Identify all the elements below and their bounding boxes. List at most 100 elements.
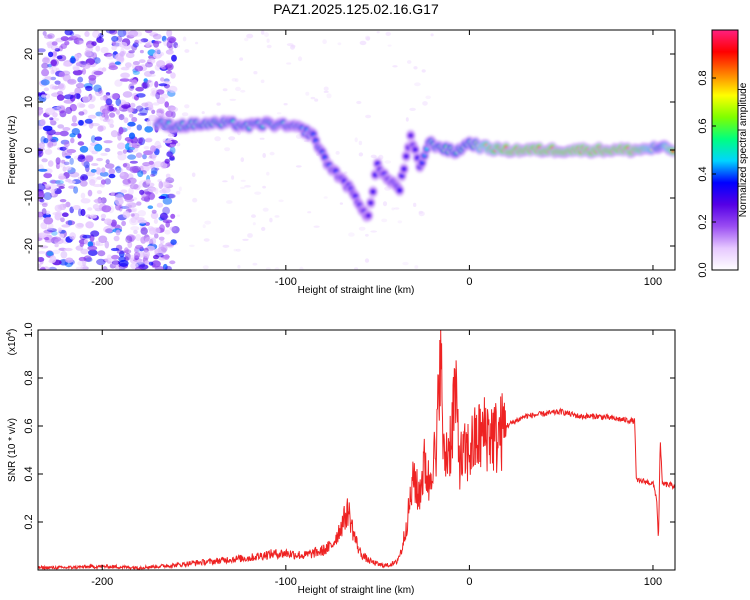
spectrogram-cell <box>137 170 144 178</box>
spectrogram-cell <box>141 102 149 107</box>
spectrogram-ridge <box>152 114 675 223</box>
spectrogram-cell <box>135 233 142 242</box>
spectrogram-cell <box>90 123 100 127</box>
spectrogram-cell <box>98 235 108 244</box>
spectrogram-cell <box>50 180 61 184</box>
spectrogram-cell <box>405 117 409 122</box>
colorbar-tick-label: 0.6 <box>697 118 709 133</box>
spectrogram-cell <box>46 141 52 149</box>
spectrogram-cell <box>78 111 85 116</box>
spectrogram-cell <box>43 57 54 61</box>
spectrogram-cell <box>120 172 125 177</box>
snr-y-ticks: 0.2 0.4 0.6 0.8 1.0 <box>23 322 675 530</box>
spectrogram-cell <box>156 96 166 105</box>
spectrogram-cell <box>244 37 249 42</box>
spectrogram-cell <box>233 248 237 252</box>
spectrogram-cell <box>40 222 48 230</box>
spectrogram-cell <box>297 56 303 62</box>
spectrogram-cell <box>240 89 246 93</box>
spectrogram-cell <box>133 229 138 235</box>
spectrogram-cell <box>110 130 119 138</box>
spectrogram-cell <box>41 202 48 208</box>
spectrogram-cell <box>323 196 328 199</box>
spectrogram-cell <box>397 220 403 224</box>
spectrogram-cell <box>310 96 316 100</box>
spectrogram-cell <box>90 230 100 237</box>
spectrogram-cell <box>129 160 138 164</box>
spectrogram-cell <box>38 168 48 172</box>
spectrogram-cell <box>136 93 146 98</box>
spectrogram-cell <box>125 52 135 59</box>
spectrogram-cell <box>216 102 221 106</box>
spectrogram-cell <box>181 112 189 117</box>
spectrogram-cell <box>143 150 154 156</box>
spectrogram-cell <box>105 159 110 165</box>
spectrogram-cell <box>393 207 400 210</box>
snr-x-tick-label: -200 <box>91 576 113 588</box>
spectrogram-cell <box>239 186 246 189</box>
spectrogram-cell <box>307 211 312 214</box>
spectrogram-cell <box>247 233 253 238</box>
spectrogram-cell <box>60 217 65 223</box>
spectrogram-cell <box>237 264 241 269</box>
spectrogram-cell <box>254 191 262 195</box>
spectrogram-cell <box>51 117 60 122</box>
spectrogram-x-tick-label: -200 <box>91 276 113 288</box>
spectrogram-cell <box>99 171 109 177</box>
spectrogram-cell <box>80 174 88 181</box>
spectrogram-cell <box>96 157 103 162</box>
spectrogram-cell <box>134 39 140 45</box>
spectrogram-cell <box>151 209 157 214</box>
spectrogram-cell <box>41 68 50 77</box>
spectrogram-cell <box>55 157 61 165</box>
spectrogram-cell <box>150 87 158 94</box>
spectrogram-cell <box>104 178 111 185</box>
spectrogram-cell <box>264 32 269 38</box>
spectrogram-cell <box>165 110 174 118</box>
spectrogram-cell <box>38 211 44 218</box>
spectrogram-cell <box>79 242 84 248</box>
spectrogram-cell <box>63 247 73 252</box>
spectrogram-cell <box>176 44 180 48</box>
spectrogram-cell <box>137 137 143 144</box>
spectrogram-cell <box>38 232 47 239</box>
spectrogram-cell <box>43 216 54 225</box>
spectrogram-cell <box>160 93 169 99</box>
spectrogram-cell <box>404 154 409 159</box>
spectrogram-cell <box>119 250 125 258</box>
spectrogram-cell <box>117 113 124 118</box>
spectrogram-cell <box>42 57 50 64</box>
spectrogram-cell <box>121 104 131 109</box>
spectrogram-cell <box>202 224 206 229</box>
spectrogram-cell <box>171 226 180 234</box>
spectrogram-cell <box>153 40 160 48</box>
spectrogram-cell <box>101 205 112 213</box>
spectrogram-cell <box>77 76 84 83</box>
spectrogram-cell <box>40 79 50 86</box>
spectrogram-cell <box>65 155 71 159</box>
colorbar-tick-label: 0.8 <box>697 70 709 85</box>
spectrogram-cell <box>94 143 103 152</box>
spectrogram-cell <box>50 45 59 51</box>
spectrogram-cell <box>143 80 152 83</box>
spectrogram-cell <box>136 201 142 206</box>
spectrogram-cell <box>148 192 155 201</box>
snr-x-tick-label: 0 <box>466 576 472 588</box>
spectrogram-cell <box>89 179 96 186</box>
spectrogram-cell <box>146 73 156 77</box>
spectrogram-cell <box>61 150 67 158</box>
spectrogram-cell <box>61 224 71 228</box>
spectrogram-cell <box>144 126 154 133</box>
spectrogram-cell <box>75 222 84 229</box>
colorbar-label: Normalized spectral amplitude <box>738 82 749 217</box>
spectrogram-cell <box>122 91 133 98</box>
spectrogram-cell <box>83 255 92 262</box>
spectrogram-cell <box>131 142 138 148</box>
spectrogram-cell <box>138 180 147 188</box>
spectrogram-cell <box>56 55 63 60</box>
spectrogram-cell <box>77 260 86 267</box>
spectrogram-cell <box>226 200 233 204</box>
spectrogram-cell <box>106 53 116 60</box>
spectrogram-cell <box>41 94 46 98</box>
spectrogram-cell <box>137 210 146 217</box>
